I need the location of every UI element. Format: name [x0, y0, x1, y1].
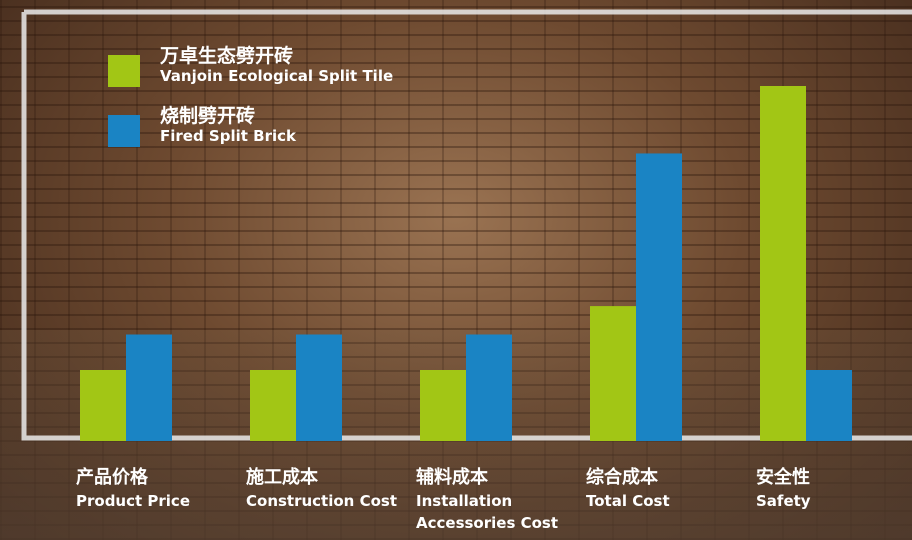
- bar: [80, 370, 126, 441]
- legend-label: 万卓生态劈开砖: [160, 45, 294, 67]
- category-label-en: Construction Cost: [246, 492, 397, 510]
- x-tick-label: 施工成本 Construction Cost: [246, 466, 406, 512]
- bar: [760, 86, 806, 441]
- bar: [590, 306, 636, 441]
- x-tick-label: 综合成本 Total Cost: [586, 466, 746, 512]
- category-label-en: Total Cost: [586, 492, 670, 510]
- category-label-en: Installation Accessories Cost: [416, 492, 559, 532]
- bar: [296, 334, 342, 441]
- legend-swatch: [108, 55, 140, 87]
- legend-label-en: Vanjoin Ecological Split Tile: [160, 67, 394, 85]
- bar: [126, 334, 172, 441]
- x-tick-label: 产品价格 Product Price: [76, 466, 236, 512]
- legend-entry: 烧制劈开砖 Fired Split Brick: [160, 105, 296, 145]
- category-label: 施工成本: [246, 467, 318, 488]
- category-label: 辅料成本: [416, 467, 488, 488]
- legend-label: 烧制劈开砖: [160, 105, 256, 127]
- x-tick-label: 辅料成本 Installation Accessories Cost: [416, 466, 576, 534]
- legend-entry: 万卓生态劈开砖 Vanjoin Ecological Split Tile: [160, 45, 393, 85]
- legend-swatch: [108, 115, 140, 147]
- category-label-en: Safety: [756, 492, 811, 510]
- bar: [466, 334, 512, 441]
- bar: [806, 370, 852, 441]
- x-tick-label: 安全性 Safety: [756, 466, 912, 512]
- bar: [250, 370, 296, 441]
- bar: [636, 153, 682, 441]
- category-label: 综合成本: [586, 467, 658, 488]
- category-label: 产品价格: [76, 467, 148, 488]
- category-label-en: Product Price: [76, 492, 190, 510]
- category-label: 安全性: [756, 467, 810, 488]
- legend-label-en: Fired Split Brick: [160, 127, 296, 145]
- bar: [420, 370, 466, 441]
